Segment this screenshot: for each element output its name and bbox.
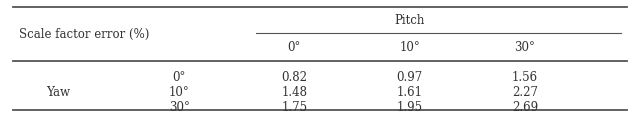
Text: 0°: 0° [288,41,301,54]
Text: 2.69: 2.69 [512,100,538,113]
Text: Pitch: Pitch [394,14,425,27]
Text: 0°: 0° [173,70,186,83]
Text: 30°: 30° [515,41,535,54]
Text: 1.56: 1.56 [512,70,538,83]
Text: 2.27: 2.27 [512,85,538,98]
Text: Yaw: Yaw [45,85,70,98]
Text: 1.75: 1.75 [282,100,307,113]
Text: 1.48: 1.48 [282,85,307,98]
Text: 10°: 10° [399,41,420,54]
Text: 0.82: 0.82 [282,70,307,83]
Text: 1.95: 1.95 [397,100,422,113]
Text: Scale factor error (%): Scale factor error (%) [19,27,150,40]
Text: 30°: 30° [169,100,189,113]
Text: 0.97: 0.97 [396,70,423,83]
Text: 1.61: 1.61 [397,85,422,98]
Text: 10°: 10° [169,85,189,98]
